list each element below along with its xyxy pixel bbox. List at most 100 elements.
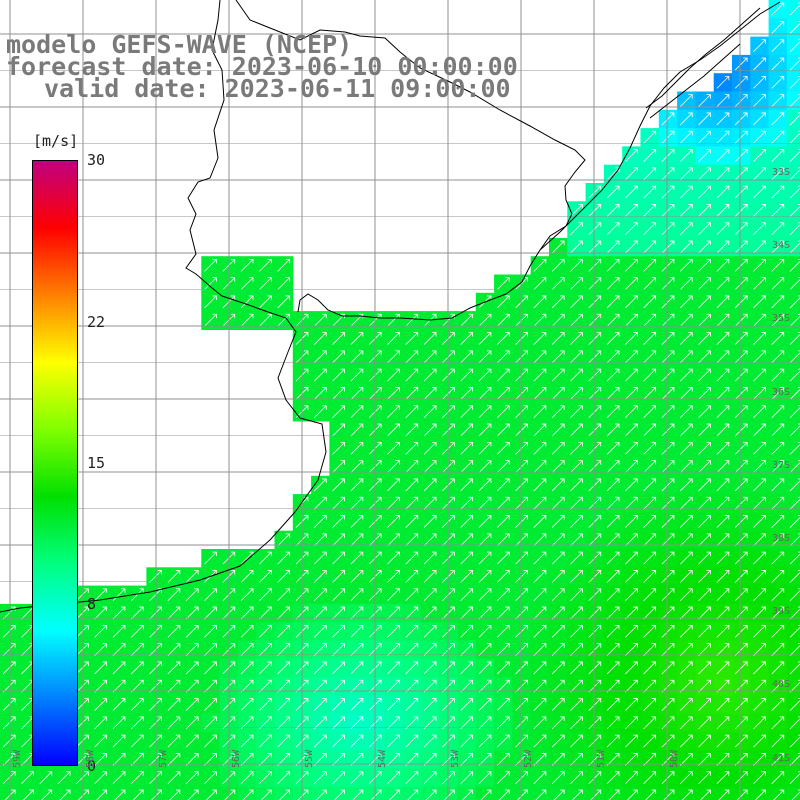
wind-cell [329,402,349,422]
wind-cell [603,439,623,459]
wind-cell [109,750,129,770]
wind-arrow [277,716,291,730]
wind-arrow [112,771,126,785]
wind-arrow [643,606,657,620]
wind-cell [183,695,202,715]
wind-arrow [625,643,638,656]
wind-cell [256,713,276,733]
wind-arrow [606,387,620,400]
wind-cell [402,475,422,495]
wind-arrow [551,698,565,711]
wind-arrow [625,771,638,785]
wind-cell [567,219,587,239]
wind-arrow [259,624,272,638]
wind-arrow [789,661,800,675]
wind-arrow [570,643,583,656]
wind-arrow [698,295,711,309]
wind-cell [347,732,367,751]
wind-cell [658,786,678,800]
wind-arrow [496,478,510,492]
wind-arrow [405,313,419,327]
wind-cell [713,750,733,770]
wind-cell [457,695,477,715]
wind-cell [585,292,605,312]
wind-cell [585,384,605,404]
wind-arrow [259,753,272,766]
wind-cell [603,311,623,330]
wind-cell [658,384,678,404]
wind-cell [713,274,733,294]
wind-arrow [661,716,675,730]
wind-cell [768,329,788,349]
wind-arrow [661,222,675,236]
wind-arrow [76,716,89,730]
wind-cell [585,512,605,532]
wind-cell [695,109,715,129]
wind-arrow [423,515,437,528]
wind-cell [164,713,184,733]
wind-arrow [240,606,254,620]
wind-arrow [771,350,785,364]
wind-cell [54,768,74,788]
wind-arrow [551,387,565,400]
wind-cell [420,695,440,715]
wind-cell [585,677,605,696]
wind-arrow [405,716,419,730]
wind-cell [530,292,550,312]
wind-arrow [551,533,565,547]
wind-arrow [716,624,730,638]
wind-arrow [405,515,419,528]
wind-arrow [734,771,748,785]
wind-arrow [679,515,693,528]
wind-arrow [789,258,800,272]
wind-arrow [625,606,638,620]
wind-cell [786,146,800,166]
wind-cell [640,274,660,294]
wind-arrow [606,753,620,766]
wind-arrow [112,588,126,602]
wind-cell [786,402,800,422]
wind-arrow [332,551,345,565]
wind-arrow [94,588,108,602]
wind-cell [530,658,550,678]
wind-cell [549,786,568,800]
wind-arrow [167,624,181,638]
wind-arrow [570,258,583,272]
wind-cell [677,622,696,642]
wind-cell [201,256,221,276]
wind-cell [512,420,532,440]
wind-arrow [698,204,711,217]
wind-arrow [204,643,217,656]
wind-arrow [332,496,345,510]
wind-cell [658,457,678,477]
wind-arrow [185,771,199,785]
wind-cell [713,128,733,147]
wind-arrow [753,258,766,272]
wind-arrow [350,734,364,748]
wind-arrow [661,112,675,126]
latitude-label: 34S [772,240,791,252]
wind-arrow [698,222,711,236]
wind-arrow [570,368,583,382]
wind-cell [768,183,788,202]
wind-arrow [496,277,510,290]
wind-cell [658,475,678,495]
wind-arrow [405,368,419,382]
wind-cell [439,603,459,623]
wind-cell [658,109,678,129]
wind-arrow [661,185,675,199]
wind-cell [786,256,800,276]
wind-arrow [94,679,108,693]
wind-arrow [734,716,748,730]
wind-arrow [130,643,144,656]
wind-arrow [405,533,419,547]
wind-cell [329,713,349,733]
wind-cell [402,420,422,440]
wind-cell [384,457,404,477]
wind-cell [768,164,788,184]
wind-arrow [716,661,730,675]
wind-arrow [734,423,748,437]
wind-arrow [789,515,800,528]
wind-cell [768,512,788,532]
wind-arrow [387,753,400,766]
